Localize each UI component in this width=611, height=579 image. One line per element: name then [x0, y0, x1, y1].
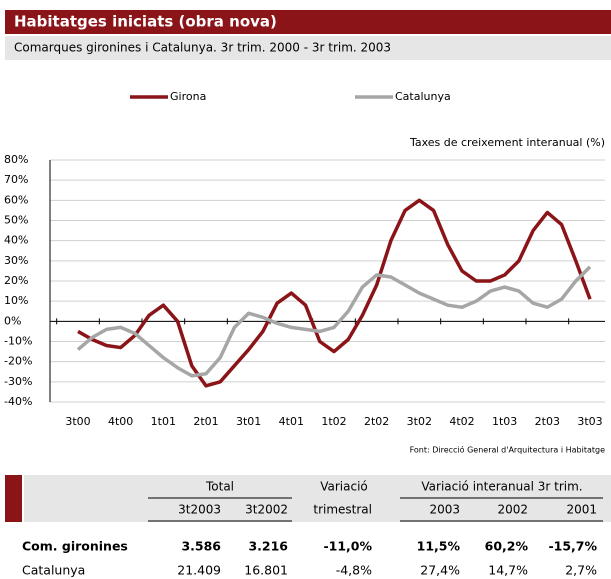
x-tick-label: 2t02 [364, 415, 389, 428]
x-tick-label: 1t03 [492, 415, 517, 428]
table-marker [5, 475, 22, 522]
table-cell: -15,7% [548, 539, 597, 554]
x-tick-label: 2t03 [535, 415, 560, 428]
table-cell: 21.409 [177, 563, 221, 578]
x-tick-label: 4t01 [279, 415, 304, 428]
table-subheader: 3t2002 [245, 503, 288, 517]
title-bar [5, 10, 611, 34]
y-tick-label: 70% [4, 173, 28, 186]
y-tick-label: -40% [4, 395, 32, 408]
table-subheader: 3t2003 [178, 503, 221, 517]
subtitle-bar [5, 36, 611, 60]
x-tick-label: 3t00 [65, 415, 90, 428]
table-subheader: 2003 [429, 503, 460, 517]
table-cell: Com. gironines [22, 539, 128, 554]
y-tick-label: 0% [4, 314, 21, 327]
table-header: Variació [320, 480, 368, 494]
table-cell: 14,7% [488, 563, 528, 578]
y-tick-label: -30% [4, 375, 32, 388]
table-header: Total [205, 480, 234, 494]
table-header: Variació interanual 3r trim. [421, 480, 582, 494]
table-cell: 2,7% [565, 563, 597, 578]
table-subheader: 2001 [566, 503, 597, 517]
legend-label: Catalunya [395, 90, 451, 103]
y-tick-label: 10% [4, 294, 28, 307]
y-tick-label: 40% [4, 234, 28, 247]
table-cell: 60,2% [485, 539, 529, 554]
legend-label: Girona [170, 90, 206, 103]
x-tick-label: 1t01 [151, 415, 176, 428]
x-tick-label: 3t03 [577, 415, 602, 428]
x-tick-label: 4t02 [449, 415, 474, 428]
series-line [76, 265, 592, 378]
table-cell: 11,5% [417, 539, 461, 554]
table-cell: 3.586 [181, 539, 221, 554]
y-tick-label: -20% [4, 355, 32, 368]
table-cell: 3.216 [248, 539, 288, 554]
x-tick-label: 1t02 [321, 415, 346, 428]
x-tick-label: 2t01 [193, 415, 218, 428]
table-cell: 27,4% [420, 563, 460, 578]
y-tick-label: 80% [4, 153, 28, 166]
x-tick-label: 3t01 [236, 415, 261, 428]
y-axis-label: Taxes de creixement interanual (%) [409, 136, 605, 149]
y-tick-label: -10% [4, 335, 32, 348]
source: Font: Direcció General d'Arquitectura i … [410, 445, 606, 455]
table-subheader: trimestral [313, 503, 372, 517]
table-cell: -4,8% [336, 563, 372, 578]
x-tick-label: 4t00 [108, 415, 133, 428]
y-tick-label: 30% [4, 254, 28, 267]
title: Habitatges iniciats (obra nova) [14, 13, 277, 31]
x-tick-label: 3t02 [407, 415, 432, 428]
table-cell: Catalunya [22, 563, 85, 578]
series-line [77, 198, 592, 388]
y-tick-label: 50% [4, 214, 28, 227]
table-subheader: 2002 [497, 503, 528, 517]
table-cell: -11,0% [323, 539, 372, 554]
y-tick-label: 20% [4, 274, 28, 287]
table-cell: 16.801 [244, 563, 288, 578]
y-tick-label: 60% [4, 193, 28, 206]
subtitle: Comarques gironines i Catalunya. 3r trim… [14, 41, 391, 55]
